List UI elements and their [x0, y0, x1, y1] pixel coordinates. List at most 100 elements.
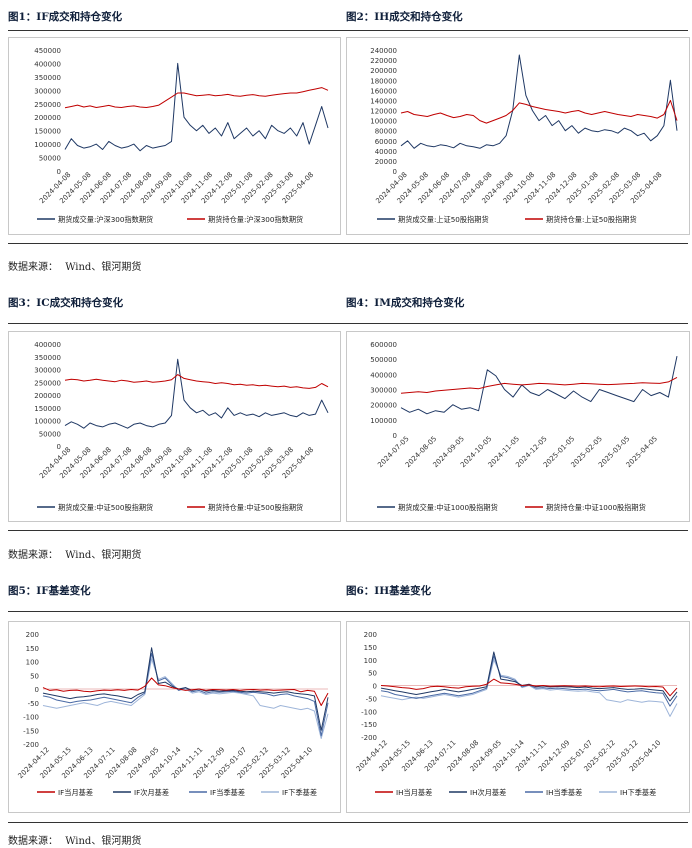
series-line: [64, 358, 329, 429]
source-note-3: 数据来源： Wind、银河期货: [8, 832, 145, 847]
source-label: 数据来源：: [8, 550, 58, 561]
series-line: [380, 651, 678, 702]
source-label: 数据来源：: [8, 262, 58, 273]
y-tick-label: 50: [30, 672, 39, 680]
y-tick-label: 450000: [34, 47, 61, 55]
y-tick-label: 0: [393, 432, 397, 440]
series-line: [400, 355, 678, 415]
y-tick-label: 250000: [34, 379, 61, 387]
y-tick-label: -150: [361, 721, 377, 729]
y-tick-label: 180000: [370, 77, 397, 85]
bottom-rule-1: [8, 243, 688, 244]
y-tick-label: 100000: [370, 417, 397, 425]
y-tick-label: 100: [26, 659, 39, 667]
y-tick-label: 400000: [370, 371, 397, 379]
legend-label: 期货成交量:上证50股指期货: [398, 215, 489, 224]
chart-if-volume-oi: 0 50000 100000 150000 200000 250000 300000 3500…: [34, 47, 329, 224]
y-tick-label: 200000: [370, 402, 397, 410]
legend-label: IH次月基差: [470, 788, 506, 797]
y-tick-label: -100: [361, 708, 377, 716]
series-line: [42, 658, 329, 739]
top-rule-3: [8, 611, 688, 612]
series-line: [400, 99, 678, 124]
y-tick-label: 0: [57, 168, 61, 176]
y-tick-label: 400000: [34, 60, 61, 68]
source-value: Wind、银河期货: [65, 262, 142, 273]
figure-3-title: 图3：IC成交和持仓变化: [8, 297, 124, 309]
legend-label: 期货成交量:中证500股指期货: [58, 503, 153, 512]
y-tick-label: 400000: [34, 341, 61, 349]
y-tick-label: 150: [26, 645, 39, 653]
source-value: Wind、银河期货: [65, 550, 142, 561]
chart-ih-volume-oi: 0 20000 40000 60000 80000 100000 120000 140000 1…: [370, 47, 678, 224]
series-line: [380, 678, 678, 697]
chart-im-volume-oi: 0100000200000300000400000500000600000202…: [370, 341, 678, 512]
legend-label: 期货成交量:沪深300指数期货: [58, 215, 153, 224]
legend-label: IF当季基差: [210, 788, 245, 797]
chart-panel-if-basis: 200 150 100 50 0 -50 -100 -150 -200 2024-04-12 202…: [8, 621, 341, 813]
y-tick-label: 100000: [34, 418, 61, 426]
y-tick-label: 80000: [375, 128, 397, 136]
y-tick-label: 200000: [370, 67, 397, 75]
figure-2-title: 图2：IH成交和持仓变化: [346, 11, 463, 23]
legend-label: IF次月基差: [134, 788, 169, 797]
y-tick-label: 150: [364, 644, 377, 652]
top-rule-2: [8, 323, 688, 324]
chart-panel-im-volume: 0 100000 200000 300000 400000 500000 600000 202…: [346, 331, 690, 522]
series-line: [42, 652, 329, 737]
legend-label: 期货持仓量:上证50股指期货: [546, 215, 637, 224]
series-line: [42, 677, 329, 706]
y-tick-label: 250000: [34, 101, 61, 109]
source-value: Wind、银河期货: [65, 836, 142, 847]
figure-5-title: 图5：IF基差变化: [8, 585, 91, 597]
y-tick-label: 200: [26, 631, 39, 639]
y-tick-label: -100: [23, 714, 39, 722]
y-tick-label: 300000: [34, 87, 61, 95]
figure-6-title: 图6：IH基差变化: [346, 585, 432, 597]
y-tick-label: 300000: [370, 387, 397, 395]
y-tick-label: 60000: [375, 138, 397, 146]
y-tick-label: 0: [373, 683, 377, 691]
chart-panel-ih-basis: 200 150 100 50 0 -50 -100 -150 -200 2024-04-12 202…: [346, 621, 690, 813]
chart-if-basis: 200150100500-50-100-150-2002024-04-12202…: [17, 631, 329, 797]
y-tick-label: 0: [393, 168, 397, 176]
source-label: 数据来源：: [8, 836, 58, 847]
y-tick-label: 350000: [34, 74, 61, 82]
y-tick-label: 150000: [34, 128, 61, 136]
y-tick-label: 140000: [370, 97, 397, 105]
y-tick-label: 200000: [34, 114, 61, 122]
top-rule-1: [8, 30, 688, 31]
y-tick-label: 0: [35, 686, 39, 694]
chart-panel-if-volume: 0 50000 100000 150000 200000 250000 300000 3500…: [8, 37, 341, 235]
series-line: [64, 62, 329, 152]
series-line: [64, 87, 329, 109]
y-tick-label: 600000: [370, 341, 397, 349]
legend-label: 期货成交量:中证1000股指期货: [398, 503, 498, 512]
y-tick-label: 100000: [370, 118, 397, 126]
legend-label: IF下季基差: [282, 788, 317, 797]
legend-label: 期货持仓量:中证1000股指期货: [546, 503, 646, 512]
y-tick-label: 500000: [370, 356, 397, 364]
y-tick-label: 100000: [34, 141, 61, 149]
y-tick-label: -200: [361, 734, 377, 742]
y-tick-label: 50000: [39, 430, 61, 438]
source-note-1: 数据来源： Wind、银河期货: [8, 258, 145, 273]
y-tick-label: -50: [28, 700, 39, 708]
bottom-rule-2: [8, 530, 688, 531]
series-line: [64, 374, 329, 389]
chart-ih-basis: 200150100500-50-100-150-2002024-04-12202…: [355, 631, 678, 797]
y-tick-label: 220000: [370, 57, 397, 65]
y-tick-label: 20000: [375, 158, 397, 166]
figure-4-title: 图4：IM成交和持仓变化: [346, 297, 465, 309]
figure-1-title: 图1：IF成交和持仓变化: [8, 11, 123, 23]
legend-label: IF当月基差: [58, 788, 93, 797]
legend-label: 期货持仓量:沪深300指数期货: [208, 215, 303, 224]
y-tick-label: 240000: [370, 47, 397, 55]
legend-label: IH当月基差: [396, 788, 432, 797]
source-note-2: 数据来源： Wind、银河期货: [8, 546, 145, 561]
y-tick-label: 50: [368, 670, 377, 678]
bottom-rule-3: [8, 822, 688, 823]
legend-label: IH当季基差: [546, 788, 582, 797]
legend-label: 期货持仓量:中证500股指期货: [208, 503, 303, 512]
y-tick-label: 200000: [34, 392, 61, 400]
